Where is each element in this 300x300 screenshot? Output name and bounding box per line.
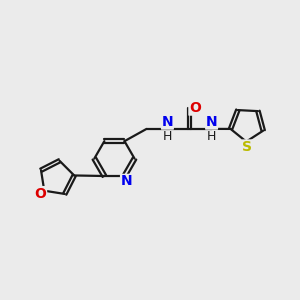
Text: N: N — [206, 115, 218, 129]
Text: O: O — [34, 187, 46, 201]
Text: H: H — [163, 130, 172, 143]
Text: O: O — [189, 101, 201, 115]
Text: H: H — [207, 130, 216, 143]
Text: N: N — [162, 115, 173, 129]
Text: N: N — [121, 174, 132, 188]
Text: S: S — [242, 140, 253, 154]
